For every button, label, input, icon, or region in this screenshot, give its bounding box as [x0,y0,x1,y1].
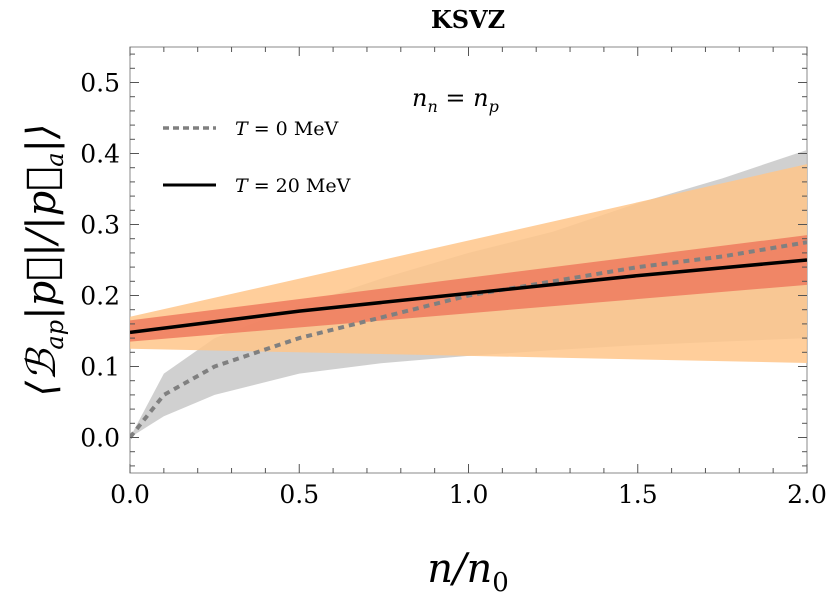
y-tick-label: 0.4 [80,140,120,169]
density-annotation: nn = np [412,84,499,116]
series-line-1 [130,240,807,439]
legend-label-t20: T = 20 MeV [235,175,351,197]
x-tick-label: 2.0 [787,480,827,509]
x-tick-label: 1.5 [618,480,658,509]
x-tick-label: 0.0 [110,480,150,509]
series-line-2 [130,258,807,335]
y-tick-label: 0.0 [80,424,120,453]
y-tick-label: 0.3 [80,211,120,240]
plot-area [129,46,808,474]
y-tick-label: 0.5 [80,69,120,98]
svg-text:⟨ℬap|p⃗|/|p⃗a|⟩: ⟨ℬap|p⃗|/|p⃗a|⟩ [19,123,69,396]
y-tick-label: 0.2 [80,282,120,311]
uncertainty-band-3 [130,235,807,342]
legend-label-t0: T = 0 MeV [235,118,339,140]
chart-title: KSVZ [431,5,505,34]
y-tick-label: 0.1 [80,353,120,382]
x-tick-label: 0.5 [279,480,319,509]
x-tick-label: 1.0 [449,480,489,509]
y-axis-label: ⟨ℬap|p⃗|/|p⃗a|⟩ [19,123,69,396]
legend: T = 0 MeV T = 20 MeV [163,118,351,197]
x-axis-label: n/n0 [427,546,509,598]
